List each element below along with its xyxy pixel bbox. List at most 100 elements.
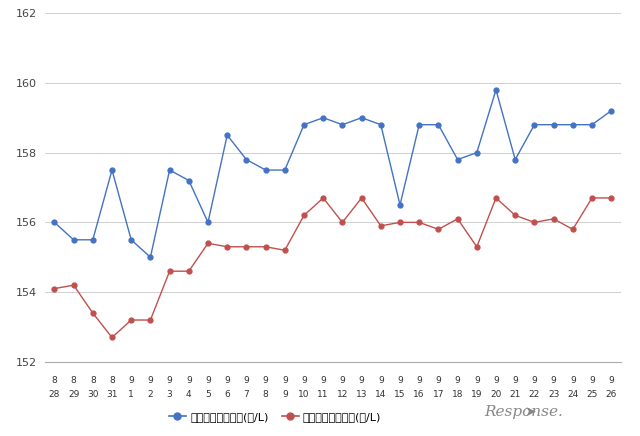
Text: 9: 9 — [205, 376, 211, 385]
Text: 3: 3 — [167, 390, 172, 399]
Text: 9: 9 — [186, 376, 191, 385]
Text: 23: 23 — [548, 390, 559, 399]
Text: 11: 11 — [317, 390, 329, 399]
ハイオク実売価格(円/L) — [492, 195, 500, 201]
ハイオク看板価格(円/L) — [70, 237, 77, 242]
Text: 8: 8 — [52, 376, 57, 385]
Text: 9: 9 — [609, 376, 614, 385]
Text: 9: 9 — [167, 376, 172, 385]
ハイオク看板価格(円/L) — [166, 167, 173, 173]
ハイオク実売価格(円/L) — [185, 269, 193, 274]
Text: 10: 10 — [298, 390, 310, 399]
Text: 9: 9 — [263, 376, 268, 385]
Text: 30: 30 — [87, 390, 99, 399]
Text: 24: 24 — [567, 390, 579, 399]
ハイオク実売価格(円/L) — [396, 220, 404, 225]
ハイオク実売価格(円/L) — [531, 220, 538, 225]
ハイオク看板価格(円/L) — [492, 87, 500, 92]
Text: 6: 6 — [225, 390, 230, 399]
ハイオク実売価格(円/L) — [454, 216, 461, 221]
Text: 8: 8 — [263, 390, 268, 399]
Text: 19: 19 — [471, 390, 483, 399]
Text: 9: 9 — [129, 376, 134, 385]
Text: 9: 9 — [378, 376, 383, 385]
ハイオク看板価格(円/L) — [108, 167, 116, 173]
Text: 9: 9 — [589, 376, 595, 385]
ハイオク看板価格(円/L) — [377, 122, 385, 127]
ハイオク実売価格(円/L) — [223, 244, 231, 249]
ハイオク実売価格(円/L) — [166, 269, 173, 274]
Text: 9: 9 — [244, 376, 249, 385]
ハイオク看板価格(円/L) — [147, 255, 154, 260]
Text: 14: 14 — [375, 390, 387, 399]
Text: 18: 18 — [452, 390, 463, 399]
Text: 9: 9 — [397, 376, 403, 385]
Text: 8: 8 — [90, 376, 95, 385]
Text: 9: 9 — [148, 376, 153, 385]
Text: 15: 15 — [394, 390, 406, 399]
ハイオク実売価格(円/L) — [300, 213, 308, 218]
Text: 28: 28 — [49, 390, 60, 399]
ハイオク看板価格(円/L) — [319, 115, 327, 120]
Text: ➤: ➤ — [525, 405, 536, 419]
Text: 9: 9 — [436, 376, 441, 385]
Text: 20: 20 — [490, 390, 502, 399]
ハイオク実売価格(円/L) — [550, 216, 557, 221]
ハイオク実売価格(円/L) — [204, 241, 212, 246]
ハイオク実売価格(円/L) — [569, 227, 577, 232]
ハイオク実売価格(円/L) — [319, 195, 327, 201]
Text: 5: 5 — [205, 390, 211, 399]
Text: 9: 9 — [359, 376, 364, 385]
Text: 16: 16 — [413, 390, 425, 399]
Text: 21: 21 — [509, 390, 521, 399]
Text: 9: 9 — [417, 376, 422, 385]
Text: 13: 13 — [356, 390, 367, 399]
ハイオク実売価格(円/L) — [281, 248, 289, 253]
ハイオク看板価格(円/L) — [339, 122, 346, 127]
ハイオク実売価格(円/L) — [89, 310, 97, 316]
ハイオク看板価格(円/L) — [435, 122, 442, 127]
ハイオク実売価格(円/L) — [435, 227, 442, 232]
Text: 2: 2 — [148, 390, 153, 399]
ハイオク看板価格(円/L) — [243, 157, 250, 162]
Text: Response.: Response. — [484, 405, 563, 419]
ハイオク実売価格(円/L) — [473, 244, 481, 249]
Text: 9: 9 — [321, 376, 326, 385]
ハイオク実売価格(円/L) — [377, 223, 385, 228]
ハイオク実売価格(円/L) — [415, 220, 423, 225]
Text: 9: 9 — [474, 376, 479, 385]
ハイオク看板価格(円/L) — [511, 157, 519, 162]
Line: ハイオク実売価格(円/L): ハイオク実売価格(円/L) — [52, 195, 614, 340]
Text: 9: 9 — [225, 376, 230, 385]
ハイオク看板価格(円/L) — [415, 122, 423, 127]
ハイオク実売価格(円/L) — [51, 286, 58, 291]
ハイオク看板価格(円/L) — [396, 202, 404, 208]
Line: ハイオク看板価格(円/L): ハイオク看板価格(円/L) — [52, 87, 614, 260]
Text: 9: 9 — [282, 376, 287, 385]
ハイオク看板価格(円/L) — [204, 220, 212, 225]
Text: 9: 9 — [301, 376, 307, 385]
ハイオク実売価格(円/L) — [607, 195, 615, 201]
Text: 12: 12 — [337, 390, 348, 399]
ハイオク実売価格(円/L) — [147, 317, 154, 323]
Text: 9: 9 — [513, 376, 518, 385]
Text: 9: 9 — [282, 390, 287, 399]
ハイオク看板価格(円/L) — [454, 157, 461, 162]
ハイオク実売価格(円/L) — [588, 195, 596, 201]
ハイオク看板価格(円/L) — [569, 122, 577, 127]
Text: 29: 29 — [68, 390, 79, 399]
ハイオク看板価格(円/L) — [89, 237, 97, 242]
ハイオク看板価格(円/L) — [473, 150, 481, 155]
Text: 9: 9 — [455, 376, 460, 385]
Legend: ハイオク看板価格(円/L), ハイオク実売価格(円/L): ハイオク看板価格(円/L), ハイオク実売価格(円/L) — [164, 407, 386, 426]
ハイオク看板価格(円/L) — [550, 122, 557, 127]
Text: 1: 1 — [129, 390, 134, 399]
ハイオク実売価格(円/L) — [262, 244, 269, 249]
Text: 17: 17 — [433, 390, 444, 399]
Text: 9: 9 — [532, 376, 537, 385]
Text: 8: 8 — [71, 376, 76, 385]
ハイオク看板価格(円/L) — [588, 122, 596, 127]
ハイオク実売価格(円/L) — [339, 220, 346, 225]
Text: 25: 25 — [586, 390, 598, 399]
ハイオク実売価格(円/L) — [108, 335, 116, 340]
